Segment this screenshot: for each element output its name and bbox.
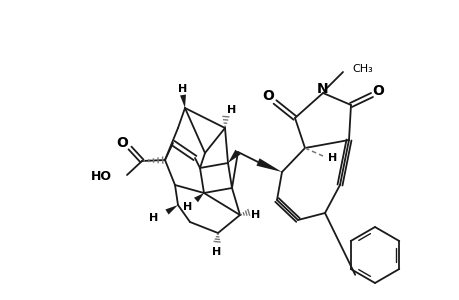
Polygon shape — [194, 193, 203, 202]
Text: H: H — [178, 84, 187, 94]
Text: H: H — [227, 105, 236, 115]
Polygon shape — [256, 158, 281, 172]
Text: H: H — [251, 210, 260, 220]
Text: H: H — [182, 202, 191, 212]
Text: HO: HO — [91, 170, 112, 184]
Text: H: H — [328, 153, 337, 163]
Text: N: N — [317, 82, 328, 96]
Polygon shape — [179, 94, 185, 108]
Text: H: H — [212, 247, 221, 257]
Text: O: O — [116, 136, 128, 150]
Polygon shape — [228, 150, 240, 163]
Polygon shape — [165, 205, 178, 214]
Text: H: H — [148, 213, 157, 223]
Text: CH₃: CH₃ — [351, 64, 372, 74]
Text: O: O — [262, 89, 274, 103]
Text: O: O — [371, 84, 383, 98]
